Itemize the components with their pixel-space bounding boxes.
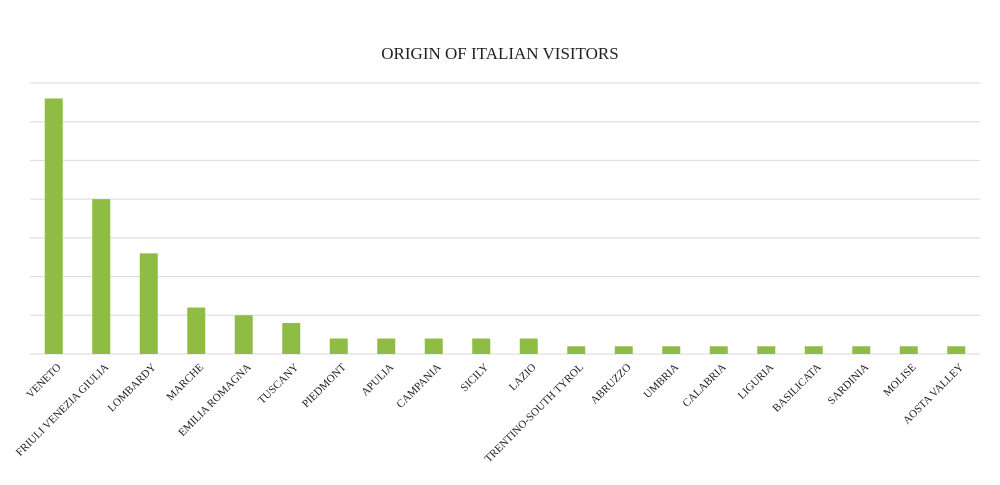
- x-tick-label: BASILICATA: [770, 361, 823, 414]
- bar: [519, 338, 538, 354]
- x-tick-label: TRENTINO-SOUTH TYROL: [483, 361, 587, 465]
- x-tick-label: SICILY: [458, 361, 491, 394]
- x-tick-label: LIGURIA: [736, 361, 776, 401]
- x-tick-label: APULIA: [359, 361, 396, 398]
- bar: [234, 315, 253, 354]
- bar: [757, 346, 776, 354]
- bar: [139, 253, 158, 354]
- bar: [567, 346, 586, 354]
- x-tick-label: UMBRIA: [642, 361, 682, 401]
- bar: [899, 346, 918, 354]
- x-tick-label: CAMPANIA: [394, 361, 443, 410]
- bar: [472, 338, 491, 354]
- x-tick-label: LOMBARDY: [106, 361, 159, 414]
- bar: [614, 346, 633, 354]
- x-tick-label: ABRUZZO: [588, 361, 633, 406]
- bar: [852, 346, 871, 354]
- x-tick-label: SARDINIA: [826, 361, 872, 407]
- bar: [92, 199, 111, 354]
- x-tick-label: LAZIO: [507, 361, 539, 393]
- x-tick-label: FRIULI VENEZIA GIULIA: [14, 361, 111, 458]
- x-tick-label: VENETO: [24, 361, 63, 400]
- bar: [377, 338, 396, 354]
- bar: [424, 338, 443, 354]
- x-tick-label: MOLISE: [881, 361, 919, 399]
- bar: [804, 346, 823, 354]
- bar: [44, 98, 63, 354]
- bar: [329, 338, 348, 354]
- bar: [709, 346, 728, 354]
- x-tick-label: TUSCANY: [256, 361, 301, 406]
- chart-title: ORIGIN OF ITALIAN VISITORS: [381, 44, 618, 63]
- bar: [282, 323, 301, 354]
- x-tick-label: MARCHE: [164, 361, 206, 403]
- bar: [662, 346, 681, 354]
- x-tick-label: CALABRIA: [680, 361, 728, 409]
- x-tick-label: PIEDMONT: [300, 361, 349, 410]
- bar: [947, 346, 966, 354]
- bar: [187, 307, 206, 354]
